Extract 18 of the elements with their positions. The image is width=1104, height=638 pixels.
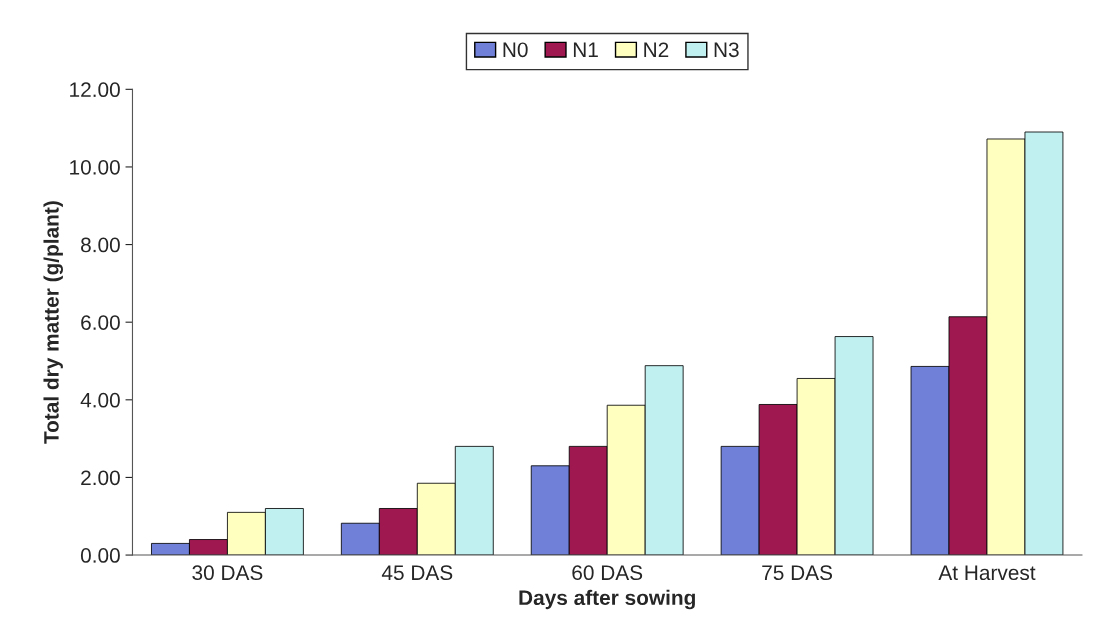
legend-label: N2 xyxy=(644,42,669,57)
y-tick-label: 2.00 xyxy=(81,470,120,486)
y-tick-label: 4.00 xyxy=(80,392,120,408)
x-axis-title: Days after sowing xyxy=(519,589,695,610)
x-tick-label: At Harvest xyxy=(938,565,1036,581)
y-tick-label: 10.00 xyxy=(70,159,120,175)
legend-label: N0 xyxy=(503,42,528,58)
y-tick-label: 6.00 xyxy=(81,315,120,330)
y-tick-label: 8.00 xyxy=(81,237,120,253)
y-axis-title: Total dry matter (g/plant) xyxy=(43,201,63,444)
x-tick-label: 45 DAS xyxy=(381,565,453,581)
legend-label: N3 xyxy=(714,42,739,58)
x-tick-label: 75 DAS xyxy=(762,565,833,581)
legend-label: N1 xyxy=(573,42,598,57)
y-tick-label: 12.00 xyxy=(70,82,120,98)
x-tick-label: 60 DAS xyxy=(572,565,643,581)
x-tick-label: 30 DAS xyxy=(192,565,263,581)
y-tick-label: 0.00 xyxy=(80,548,120,563)
